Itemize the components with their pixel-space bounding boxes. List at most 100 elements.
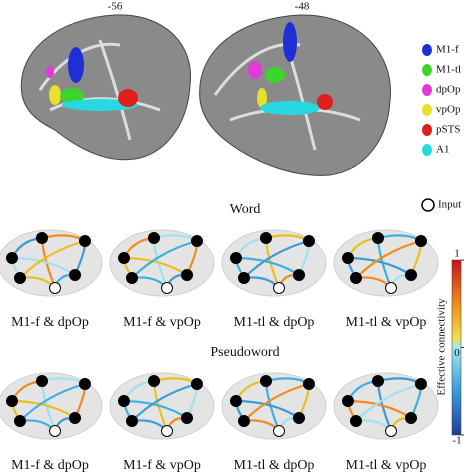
input-node — [273, 425, 285, 437]
node — [230, 395, 242, 407]
connection — [131, 380, 202, 422]
node — [191, 378, 203, 390]
input-node — [385, 425, 397, 437]
legend-swatch — [422, 144, 432, 156]
input-node — [161, 425, 173, 437]
colorbar-tick-label: 1 — [454, 248, 460, 260]
node — [350, 415, 362, 427]
connectivity-panel — [333, 229, 439, 297]
node — [238, 415, 250, 427]
section-title: Pseudoword — [210, 345, 279, 360]
input-node — [49, 425, 61, 437]
connectivity-panel — [0, 372, 103, 440]
colorbar-ticks: 1 0 -1 — [452, 248, 464, 447]
node — [415, 235, 427, 247]
node — [148, 232, 160, 244]
node — [181, 412, 193, 424]
section-title: Word — [230, 202, 261, 217]
legend-label: M1-tl — [436, 64, 461, 76]
colorbar-title: Effective connectivity — [436, 298, 448, 396]
node — [372, 375, 384, 387]
legend-label: M1-f — [436, 44, 459, 56]
panel-label: M1-f & dpOp — [11, 458, 89, 473]
node — [118, 395, 130, 407]
node — [303, 235, 315, 247]
node — [14, 272, 26, 284]
brain-slice — [199, 14, 391, 176]
input-label: Input — [438, 199, 461, 211]
node — [181, 269, 193, 281]
panel-label: M1-f & dpOp — [11, 315, 89, 330]
legend-swatch — [422, 124, 432, 136]
connectivity-panel — [109, 372, 215, 440]
legend-label: dpOp — [436, 84, 461, 96]
connectivity-panel — [221, 229, 327, 297]
node — [148, 375, 160, 387]
legend-label: vpOp — [436, 104, 461, 116]
input-node — [385, 282, 397, 294]
node — [238, 272, 250, 284]
connection — [355, 237, 426, 279]
node — [69, 412, 81, 424]
node — [191, 235, 203, 247]
colorbar-tick-label: -1 — [452, 435, 461, 447]
input-node — [161, 282, 173, 294]
connectivity-panel — [333, 372, 439, 440]
connectivity-panel — [221, 372, 327, 440]
node — [118, 252, 130, 264]
input-node — [49, 282, 61, 294]
node — [260, 375, 272, 387]
slice-label: -56 — [108, 1, 123, 13]
node — [14, 415, 26, 427]
connection — [243, 380, 314, 422]
node — [36, 375, 48, 387]
node — [6, 395, 18, 407]
node — [6, 252, 18, 264]
legend: M1-f M1-tl dpOp vpOp pSTS A1 — [422, 44, 461, 156]
slice-label: -48 — [295, 1, 310, 13]
input-marker — [421, 198, 435, 212]
node — [405, 412, 417, 424]
panel-label: M1-f & vpOp — [123, 458, 201, 473]
node — [342, 252, 354, 264]
node — [342, 395, 354, 407]
node — [405, 269, 417, 281]
node — [126, 415, 138, 427]
connection — [19, 237, 90, 279]
node — [260, 232, 272, 244]
connection — [243, 237, 314, 279]
node — [372, 232, 384, 244]
connection — [131, 237, 202, 279]
legend-label: pSTS — [436, 124, 460, 136]
panel-label: M1-tl & vpOp — [346, 315, 427, 330]
node — [350, 272, 362, 284]
node — [303, 378, 315, 390]
colorbar-tick-label: 0 — [454, 347, 460, 359]
legend-swatch — [422, 64, 432, 76]
legend-swatch — [422, 84, 432, 96]
node — [230, 252, 242, 264]
brain-slice — [20, 14, 192, 161]
node — [79, 378, 91, 390]
panel-label: M1-tl & dpOp — [234, 315, 315, 330]
node — [79, 235, 91, 247]
panel-label: M1-f & vpOp — [123, 315, 201, 330]
node — [293, 412, 305, 424]
node — [415, 378, 427, 390]
legend-swatch — [422, 44, 432, 56]
node — [126, 272, 138, 284]
connection — [355, 380, 426, 422]
legend-swatch — [422, 104, 432, 116]
panel-label: M1-tl & dpOp — [234, 458, 315, 473]
node — [36, 232, 48, 244]
panel-label: M1-tl & vpOp — [346, 458, 427, 473]
connectivity-panel — [0, 229, 103, 297]
node — [293, 269, 305, 281]
connection — [19, 380, 90, 422]
connectivity-panel — [109, 229, 215, 297]
input-node — [273, 282, 285, 294]
sections: Word M1-f & dpOp M1-f & vpOp M1-tl & dpOp M1… — [0, 202, 439, 473]
node — [69, 269, 81, 281]
legend-label: A1 — [436, 144, 449, 156]
